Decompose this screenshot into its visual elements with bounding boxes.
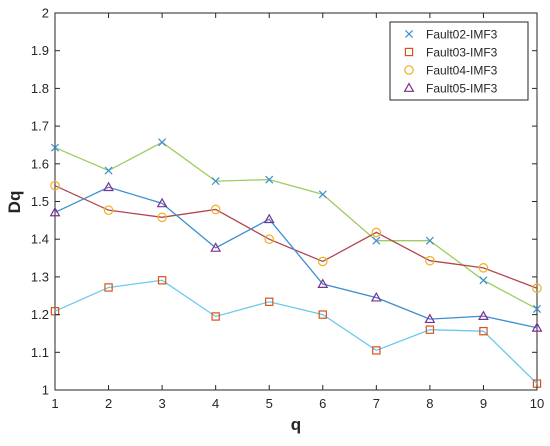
x-tick-label: 6 [319,396,326,411]
data-point-series-1 [318,190,327,199]
x-tick-label: 7 [373,396,380,411]
legend-marker [403,82,415,92]
data-point-series-2 [157,276,167,285]
data-point-series-1 [372,236,381,245]
data-point-series-4 [317,278,329,288]
data-point-series-3 [317,256,328,267]
legend-entry-label: Fault03-IMF3 [426,46,498,60]
data-point-series-4 [424,313,436,324]
x-tick-label: 3 [158,396,165,411]
legend: Fault02-IMF3 Fault03-IMF3 Fault04-IMF3 Faul… [389,21,529,101]
y-tick-label: 1.7 [31,119,49,134]
y-tick-label: 1.4 [31,232,49,247]
legend-marker [404,47,414,57]
legend-entry-label: Fault02-IMF3 [426,28,498,42]
data-point-series-3 [425,255,435,266]
x-tick-label: 2 [105,396,112,411]
series-line-3 [54,185,538,289]
y-tick-label: 1.5 [31,194,49,209]
y-axis-ticks: 1 1.1 1.2 1.3 1.4 1.5 1.6 1.7 1.8 1.9 2 [31,6,537,398]
legend-marker [404,29,414,39]
data-point-series-1 [158,138,167,147]
data-point-series-4 [210,242,222,252]
y-tick-label: 1.9 [31,43,49,58]
data-point-series-2 [211,312,220,321]
y-axis-label: Dq [5,191,24,214]
data-point-series-2 [425,325,435,334]
x-tick-label: 5 [266,396,273,411]
data-point-series-1 [50,143,60,152]
x-tick-label: 9 [480,396,487,411]
x-tick-label: 10 [530,396,544,411]
data-point-series-3 [50,180,60,191]
data-point-series-3 [264,234,275,244]
data-point-series-1 [104,166,113,175]
y-tick-label: 1.1 [31,345,49,360]
data-point-series-2 [265,297,274,306]
data-point-series-1 [479,276,488,285]
data-point-series-4 [49,206,61,217]
legend-entry-label: Fault05-IMF3 [426,82,498,96]
data-point-series-2 [318,310,327,319]
legend-box [389,21,529,101]
series-line-2 [54,279,538,385]
data-point-series-4 [263,213,275,224]
data-point-series-3 [532,283,542,294]
x-axis-label: q [291,415,301,434]
data-point-series-3 [103,205,114,215]
data-point-series-4 [156,197,168,208]
x-axis-ticks: 1 2 3 4 5 6 7 8 9 10 [51,13,544,411]
data-point-series-4 [370,292,382,302]
x-tick-label: 1 [51,396,58,411]
series-lines [54,141,538,385]
data-point-series-2 [479,326,488,336]
data-point-series-1 [425,236,434,245]
y-tick-label: 2 [42,6,49,21]
data-point-series-4 [531,322,543,332]
data-point-series-3 [371,227,382,238]
data-point-series-2 [372,346,381,355]
data-point-series-4 [478,310,489,321]
data-point-series-1 [532,304,542,313]
x-tick-label: 8 [426,396,433,411]
y-tick-label: 1.8 [31,81,49,96]
y-tick-label: 1.3 [31,269,49,284]
data-point-series-3 [210,204,221,215]
series-markers [49,138,543,388]
x-tick-label: 4 [212,396,219,411]
data-point-series-3 [157,212,167,223]
series-line-1 [54,141,538,310]
data-point-series-1 [265,175,274,184]
legend-marker [404,65,414,75]
data-point-series-3 [478,263,489,273]
legend-entry-label: Fault04-IMF3 [426,64,498,78]
data-point-series-1 [211,177,220,186]
y-tick-label: 1.2 [31,307,49,322]
y-tick-label: 1 [42,383,49,398]
y-tick-label: 1.6 [31,156,49,171]
series-line-4 [54,186,538,329]
data-point-series-2 [104,283,113,292]
data-point-series-4 [103,181,114,192]
